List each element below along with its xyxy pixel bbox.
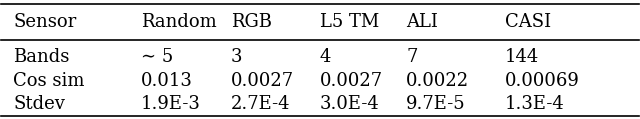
Text: 4: 4 xyxy=(320,48,332,66)
Text: ALI: ALI xyxy=(406,13,438,31)
Text: 7: 7 xyxy=(406,48,417,66)
Text: 3: 3 xyxy=(230,48,242,66)
Text: ∼ 5: ∼ 5 xyxy=(141,48,173,66)
Text: Bands: Bands xyxy=(13,48,70,66)
Text: RGB: RGB xyxy=(230,13,271,31)
Text: 2.7E-4: 2.7E-4 xyxy=(230,95,290,113)
Text: Random: Random xyxy=(141,13,217,31)
Text: 9.7E-5: 9.7E-5 xyxy=(406,95,466,113)
Text: Stdev: Stdev xyxy=(13,95,65,113)
Text: 1.3E-4: 1.3E-4 xyxy=(505,95,565,113)
Text: L5 TM: L5 TM xyxy=(320,13,380,31)
Text: 0.013: 0.013 xyxy=(141,72,193,90)
Text: Cos sim: Cos sim xyxy=(13,72,85,90)
Text: 0.0022: 0.0022 xyxy=(406,72,469,90)
Text: CASI: CASI xyxy=(505,13,551,31)
Text: 144: 144 xyxy=(505,48,540,66)
Text: 0.00069: 0.00069 xyxy=(505,72,580,90)
Text: 0.0027: 0.0027 xyxy=(230,72,294,90)
Text: 1.9E-3: 1.9E-3 xyxy=(141,95,201,113)
Text: Sensor: Sensor xyxy=(13,13,77,31)
Text: 0.0027: 0.0027 xyxy=(320,72,383,90)
Text: 3.0E-4: 3.0E-4 xyxy=(320,95,380,113)
